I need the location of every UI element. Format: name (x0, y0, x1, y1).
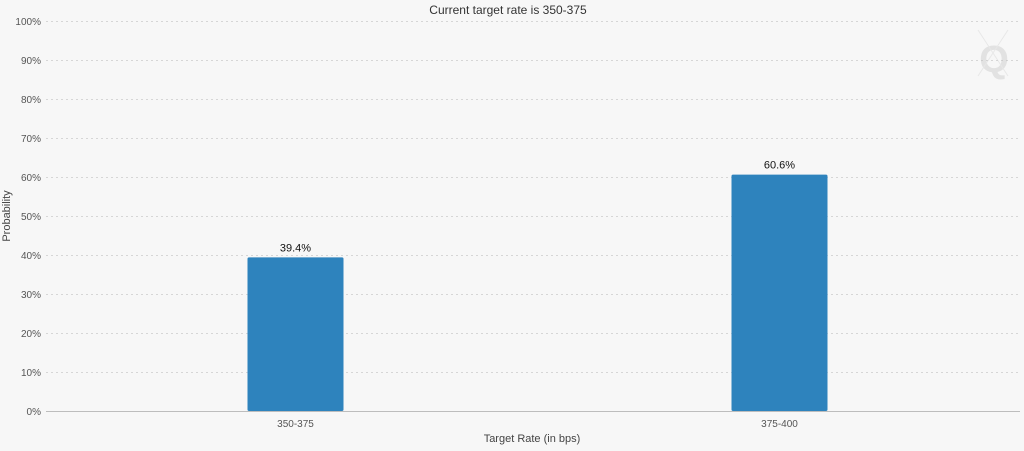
gridlines (46, 21, 1020, 373)
chart-title: Current target rate is 350-375 (429, 3, 587, 17)
x-axis-ticks: 350-375 375-400 (277, 419, 798, 430)
y-tick-label: 100% (15, 17, 41, 28)
data-labels: 39.4% 60.6% (280, 160, 795, 255)
y-tick-label: 40% (21, 251, 41, 262)
bar-350-375[interactable] (247, 257, 344, 411)
x-tick-label: 375-400 (761, 419, 798, 430)
x-tick-label: 350-375 (277, 419, 314, 430)
y-tick-label: 0% (27, 407, 42, 418)
watermark-logo-text: Q (979, 39, 1009, 81)
y-tick-label: 30% (21, 290, 41, 301)
y-tick-label: 20% (21, 329, 41, 340)
y-tick-label: 60% (21, 173, 41, 184)
y-axis-label: Probability (1, 190, 13, 242)
bars (247, 174, 828, 411)
y-tick-label: 80% (21, 95, 41, 106)
y-tick-label: 70% (21, 134, 41, 145)
y-tick-label: 90% (21, 56, 41, 67)
bar-375-400[interactable] (731, 174, 828, 411)
y-axis-ticks: 0% 10% 20% 30% 40% 50% 60% 70% 80% 90% 100% (15, 17, 41, 418)
y-tick-label: 50% (21, 212, 41, 223)
data-label: 60.6% (764, 160, 795, 172)
y-tick-label: 10% (21, 368, 41, 379)
data-label: 39.4% (280, 242, 311, 254)
q-logo-icon: Q (977, 29, 1009, 81)
x-axis-label: Target Rate (in bps) (484, 433, 581, 445)
